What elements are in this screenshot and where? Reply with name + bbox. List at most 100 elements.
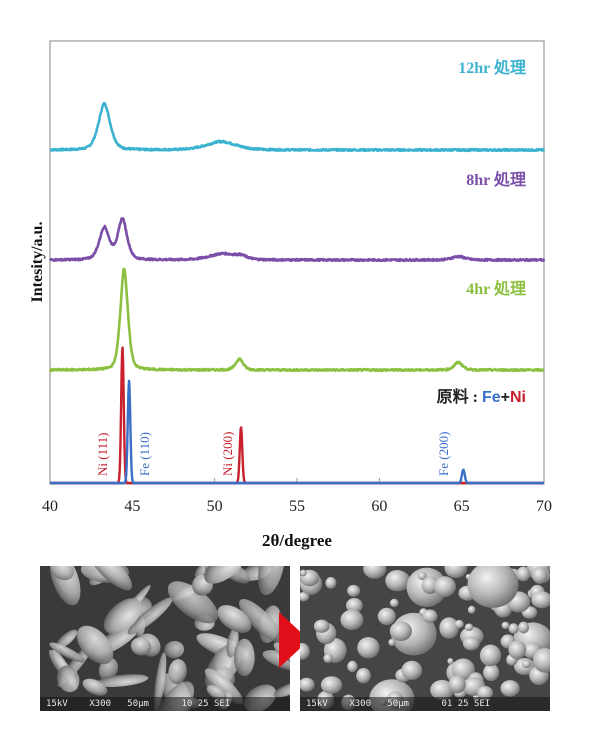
sem-grain xyxy=(467,605,476,614)
sem-grain xyxy=(422,609,438,623)
sem-caption-left: 15kV X300 50μm 10 25 SEI xyxy=(40,697,290,711)
sem-flake xyxy=(130,637,152,656)
sem-grain xyxy=(467,566,519,608)
sem-flake xyxy=(127,597,173,635)
sem-grain xyxy=(444,566,468,578)
x-tick-label-50: 50 xyxy=(207,498,223,515)
x-tick-label-55: 55 xyxy=(289,498,305,515)
sem-flake xyxy=(204,668,244,705)
sem-grain xyxy=(356,668,371,684)
x-axis-label: 2θ/degree xyxy=(262,531,332,550)
sem-flake xyxy=(76,625,114,665)
sem-flake xyxy=(103,598,142,634)
sem-flake xyxy=(233,638,255,677)
sem-flake xyxy=(50,566,74,581)
sem-grain xyxy=(500,680,520,697)
sem-flake xyxy=(257,566,286,596)
sem-grain xyxy=(385,570,410,592)
sem-grain xyxy=(325,577,337,589)
annotation-ni-111: Ni (111) xyxy=(95,433,110,476)
sem-grain xyxy=(531,591,550,609)
y-axis-label: Intesity/a.u. xyxy=(29,222,46,303)
x-tick-label-65: 65 xyxy=(454,498,470,515)
annotation-fe-200: Fe (200) xyxy=(436,432,451,476)
sem-flake xyxy=(194,566,214,578)
sem-grain xyxy=(448,675,466,694)
x-tick-label-45: 45 xyxy=(124,498,140,515)
sem-flake xyxy=(56,665,80,693)
sem-flake xyxy=(167,581,218,624)
sem-grain xyxy=(357,637,380,659)
sem-grain xyxy=(389,598,399,608)
sem-flake xyxy=(82,678,108,696)
series-line-4 xyxy=(49,379,545,485)
sem-grain xyxy=(508,640,527,660)
sem-grain xyxy=(483,663,500,682)
sem-flake xyxy=(217,605,252,633)
series-label-8hr: 8hr 処理 xyxy=(466,170,526,189)
sem-grain xyxy=(518,621,529,634)
sem-image-after: 15kV X300 50μm 01 25 SEI xyxy=(300,566,550,711)
sem-grain xyxy=(521,660,531,669)
series-line-2 xyxy=(48,267,545,373)
sem-grain xyxy=(454,619,464,629)
sem-grain xyxy=(377,607,396,626)
annotation-ni-200: Ni (200) xyxy=(220,432,235,476)
sem-flake xyxy=(168,659,187,685)
sem-grain xyxy=(501,621,510,630)
sem-flake xyxy=(88,566,133,591)
sem-grain xyxy=(516,566,531,582)
xrd-chart: 40 45 50 55 60 65 70 12hr 処理 8hr 処理 4hr 処理 原料 … xyxy=(29,40,552,550)
sem-grain xyxy=(421,576,439,594)
sem-caption-right: 15kV X300 50μm 01 25 SEI xyxy=(300,697,550,711)
sem-grain xyxy=(323,653,333,663)
sem-flake xyxy=(49,642,85,663)
x-tick-label-60: 60 xyxy=(371,498,387,515)
raw-material-legend: 原料 : Fe+Ni xyxy=(437,387,526,406)
sem-flake xyxy=(95,674,149,688)
sem-grain xyxy=(320,676,343,694)
sem-grain xyxy=(347,660,358,673)
sem-grain xyxy=(401,660,423,680)
sem-grain xyxy=(479,644,502,667)
sem-flake xyxy=(164,640,185,659)
sem-grain xyxy=(300,592,310,602)
sem-grain xyxy=(300,569,307,577)
sem-grain xyxy=(313,619,330,633)
sem-grain xyxy=(532,648,550,673)
annotation-fe-110: Fe (110) xyxy=(137,432,152,476)
sem-grain xyxy=(433,576,456,597)
x-axis-ticks: 40 45 50 55 60 65 70 xyxy=(42,478,552,515)
series-label-12hr: 12hr 処理 xyxy=(458,58,526,77)
sem-grain xyxy=(462,636,480,651)
sem-flake xyxy=(204,566,246,584)
x-tick-label-70: 70 xyxy=(536,498,552,515)
sem-grain xyxy=(439,617,459,639)
sem-grain xyxy=(347,584,361,597)
series-line-0 xyxy=(49,102,546,153)
x-tick-label-40: 40 xyxy=(42,498,58,515)
sem-grain xyxy=(417,572,427,580)
xrd-curves xyxy=(48,102,546,485)
sem-flake xyxy=(55,629,78,649)
sem-grain xyxy=(388,638,396,647)
sem-flake xyxy=(206,685,227,701)
sem-grain xyxy=(508,623,519,634)
sem-grain xyxy=(477,686,493,700)
sem-grain xyxy=(389,621,412,641)
sem-grain xyxy=(363,566,387,579)
series-label-4hr: 4hr 処理 xyxy=(466,279,526,298)
sem-image-before: 15kV X300 50μm 10 25 SEI xyxy=(40,566,290,711)
sem-grain xyxy=(346,598,363,613)
sem-grain xyxy=(430,679,454,701)
sem-grain xyxy=(300,677,315,692)
sem-grain xyxy=(447,658,454,665)
sem-flake xyxy=(273,681,290,698)
sem-grain xyxy=(340,609,364,630)
sem-grain xyxy=(532,566,548,584)
sem-flake xyxy=(153,652,167,711)
series-labels: 12hr 処理 8hr 処理 4hr 処理 原料 : Fe+Ni xyxy=(437,58,526,406)
sem-grain xyxy=(300,643,310,660)
series-line-1 xyxy=(48,217,546,263)
sem-grain xyxy=(464,623,474,631)
